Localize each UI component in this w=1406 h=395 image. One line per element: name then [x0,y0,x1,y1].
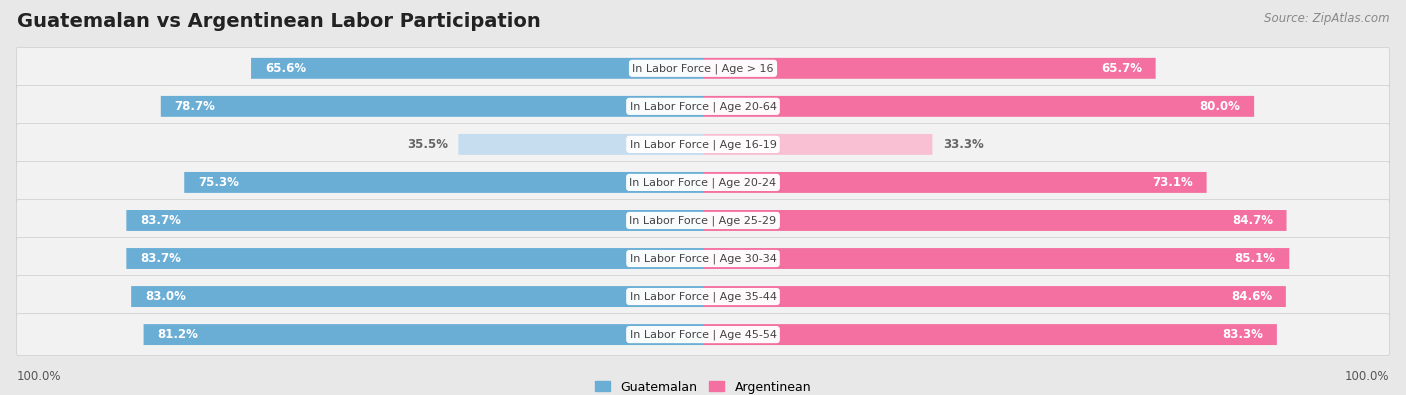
Legend: Guatemalan, Argentinean: Guatemalan, Argentinean [591,376,815,395]
FancyBboxPatch shape [703,96,1254,117]
FancyBboxPatch shape [703,134,932,155]
Text: 83.7%: 83.7% [141,252,181,265]
FancyBboxPatch shape [17,162,1389,203]
Text: 81.2%: 81.2% [157,328,198,341]
FancyBboxPatch shape [127,248,703,269]
FancyBboxPatch shape [17,314,1389,356]
Text: 65.7%: 65.7% [1101,62,1142,75]
Text: Source: ZipAtlas.com: Source: ZipAtlas.com [1264,12,1389,25]
Text: In Labor Force | Age 20-64: In Labor Force | Age 20-64 [630,101,776,112]
Text: 84.6%: 84.6% [1230,290,1272,303]
FancyBboxPatch shape [17,199,1389,241]
Text: In Labor Force | Age > 16: In Labor Force | Age > 16 [633,63,773,73]
FancyBboxPatch shape [703,286,1286,307]
Text: In Labor Force | Age 45-54: In Labor Force | Age 45-54 [630,329,776,340]
FancyBboxPatch shape [458,134,703,155]
FancyBboxPatch shape [252,58,703,79]
FancyBboxPatch shape [17,237,1389,279]
FancyBboxPatch shape [703,324,1277,345]
FancyBboxPatch shape [17,47,1389,89]
FancyBboxPatch shape [703,58,1156,79]
FancyBboxPatch shape [703,210,1286,231]
FancyBboxPatch shape [703,248,1289,269]
FancyBboxPatch shape [127,210,703,231]
Text: 83.3%: 83.3% [1222,328,1263,341]
Text: 100.0%: 100.0% [1344,370,1389,383]
FancyBboxPatch shape [17,124,1389,166]
Text: 33.3%: 33.3% [943,138,984,151]
Text: 83.0%: 83.0% [145,290,186,303]
Text: In Labor Force | Age 35-44: In Labor Force | Age 35-44 [630,291,776,302]
FancyBboxPatch shape [160,96,703,117]
FancyBboxPatch shape [184,172,703,193]
FancyBboxPatch shape [143,324,703,345]
Text: In Labor Force | Age 16-19: In Labor Force | Age 16-19 [630,139,776,150]
FancyBboxPatch shape [703,172,1206,193]
Text: 73.1%: 73.1% [1152,176,1192,189]
Text: 83.7%: 83.7% [141,214,181,227]
FancyBboxPatch shape [17,85,1389,127]
Text: 80.0%: 80.0% [1199,100,1240,113]
Text: 100.0%: 100.0% [17,370,62,383]
FancyBboxPatch shape [17,276,1389,318]
FancyBboxPatch shape [131,286,703,307]
Text: 78.7%: 78.7% [174,100,215,113]
Text: Guatemalan vs Argentinean Labor Participation: Guatemalan vs Argentinean Labor Particip… [17,12,541,31]
Text: 65.6%: 65.6% [264,62,307,75]
Text: 75.3%: 75.3% [198,176,239,189]
Text: In Labor Force | Age 30-34: In Labor Force | Age 30-34 [630,253,776,264]
Text: 35.5%: 35.5% [408,138,449,151]
Text: 85.1%: 85.1% [1234,252,1275,265]
Text: 84.7%: 84.7% [1232,214,1272,227]
Text: In Labor Force | Age 20-24: In Labor Force | Age 20-24 [630,177,776,188]
Text: In Labor Force | Age 25-29: In Labor Force | Age 25-29 [630,215,776,226]
